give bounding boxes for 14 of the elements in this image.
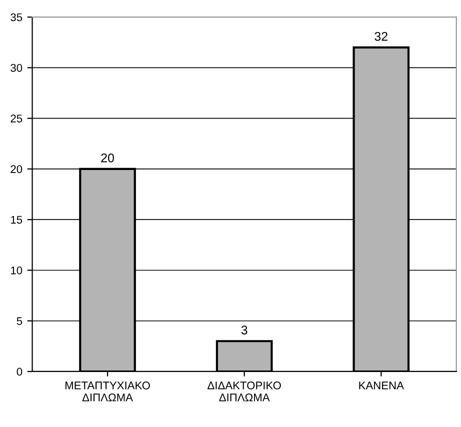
- data-label: 32: [374, 32, 388, 41]
- data-label: 3: [241, 326, 248, 334]
- y-tick-label: 0: [16, 368, 22, 376]
- y-tick-label: 5: [16, 317, 22, 325]
- y-tick-label: 30: [10, 64, 22, 72]
- y-tick-label: 25: [10, 114, 22, 122]
- data-label: 20: [101, 153, 114, 162]
- x-tick-label: ΚΑΝΕΝΑ: [359, 382, 404, 390]
- y-tick-label: 15: [11, 216, 22, 224]
- y-tick-label: 35: [10, 13, 22, 22]
- x-tick-label: ΜΕΤΑΠΤΥΧΙΑΚΟ ΔΙΠΛΩΜΑ: [65, 382, 150, 402]
- x-tick-label: ΔΙΔΑΚΤΟΡΙΚΟ ΔΙΠΛΩΜΑ: [208, 382, 281, 402]
- y-tick-label: 20: [10, 165, 22, 174]
- y-tick-label: 10: [11, 266, 22, 274]
